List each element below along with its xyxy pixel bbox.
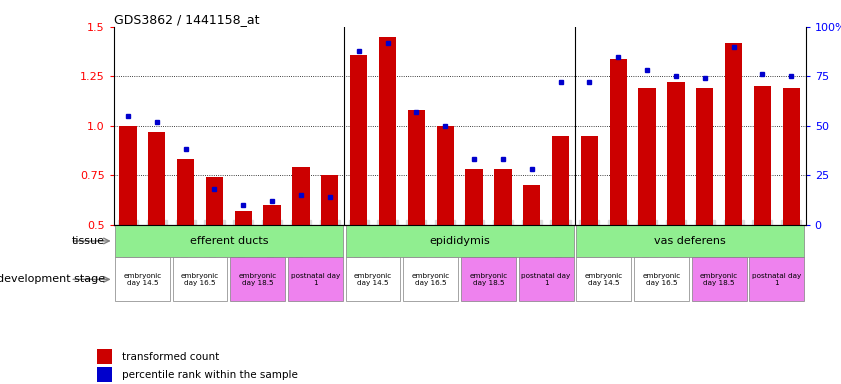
Text: percentile rank within the sample: percentile rank within the sample xyxy=(122,370,298,380)
Bar xyxy=(749,257,804,301)
Bar xyxy=(235,211,252,225)
Text: embryonic
day 16.5: embryonic day 16.5 xyxy=(643,273,680,286)
Bar xyxy=(288,257,343,301)
Text: embryonic
day 18.5: embryonic day 18.5 xyxy=(239,273,277,286)
Text: embryonic
day 14.5: embryonic day 14.5 xyxy=(584,273,623,286)
Text: vas deferens: vas deferens xyxy=(654,236,726,246)
Bar xyxy=(754,86,771,225)
Text: postnatal day
1: postnatal day 1 xyxy=(521,273,571,286)
Text: efferent ducts: efferent ducts xyxy=(189,236,268,246)
Text: embryonic
day 18.5: embryonic day 18.5 xyxy=(700,273,738,286)
Bar xyxy=(115,257,170,301)
Bar xyxy=(519,257,574,301)
Text: embryonic
day 18.5: embryonic day 18.5 xyxy=(469,273,508,286)
Bar xyxy=(263,205,281,225)
Bar xyxy=(177,159,194,225)
Text: embryonic
day 16.5: embryonic day 16.5 xyxy=(411,273,450,286)
Bar xyxy=(346,257,400,301)
Bar xyxy=(378,37,396,225)
Bar xyxy=(115,225,343,257)
Bar xyxy=(783,88,800,225)
Bar xyxy=(725,43,743,225)
Text: embryonic
day 14.5: embryonic day 14.5 xyxy=(354,273,392,286)
Bar xyxy=(230,257,285,301)
Bar xyxy=(404,257,458,301)
Bar xyxy=(692,257,747,301)
Bar xyxy=(576,225,804,257)
Bar xyxy=(346,225,574,257)
Bar xyxy=(638,88,656,225)
Bar xyxy=(206,177,223,225)
Text: postnatal day
1: postnatal day 1 xyxy=(291,273,340,286)
Text: transformed count: transformed count xyxy=(122,352,220,362)
Bar xyxy=(667,82,685,225)
Bar xyxy=(465,169,483,225)
Bar xyxy=(495,169,511,225)
Text: GDS3862 / 1441158_at: GDS3862 / 1441158_at xyxy=(114,13,259,26)
Bar xyxy=(436,126,454,225)
Bar xyxy=(552,136,569,225)
Bar xyxy=(576,257,632,301)
Text: development stage: development stage xyxy=(0,274,105,285)
Text: postnatal day
1: postnatal day 1 xyxy=(752,273,801,286)
Bar xyxy=(461,257,516,301)
Bar xyxy=(293,167,309,225)
Bar xyxy=(350,55,368,225)
Bar xyxy=(119,126,136,225)
Bar xyxy=(634,257,689,301)
Bar xyxy=(97,367,112,382)
Bar xyxy=(148,132,166,225)
Bar xyxy=(581,136,598,225)
Text: epididymis: epididymis xyxy=(429,236,490,246)
Bar xyxy=(408,110,425,225)
Bar xyxy=(97,349,112,364)
Text: embryonic
day 14.5: embryonic day 14.5 xyxy=(124,273,161,286)
Bar xyxy=(610,58,627,225)
Bar xyxy=(696,88,713,225)
Bar xyxy=(523,185,541,225)
Bar xyxy=(172,257,227,301)
Bar xyxy=(321,175,338,225)
Text: tissue: tissue xyxy=(72,236,105,246)
Text: embryonic
day 16.5: embryonic day 16.5 xyxy=(181,273,220,286)
